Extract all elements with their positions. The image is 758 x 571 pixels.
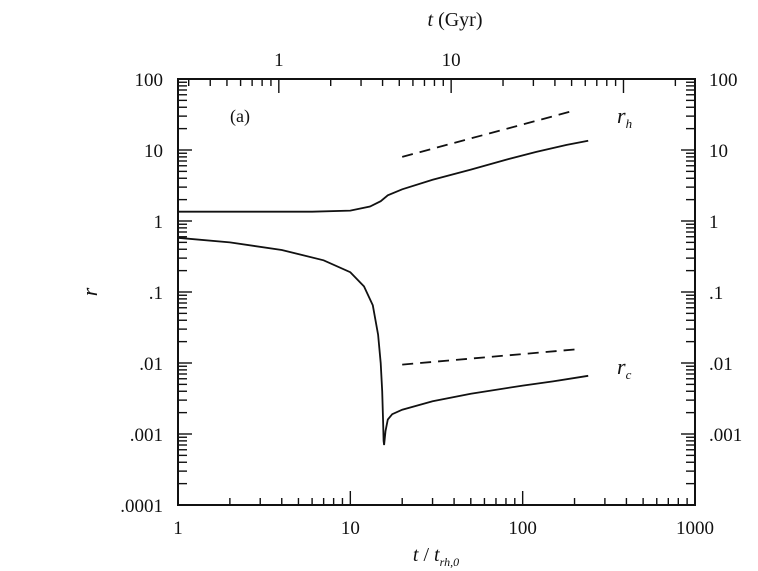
series-label-c: rc <box>617 354 632 382</box>
x-tick-label: 1000 <box>676 518 714 539</box>
top-axis-title: t (Gyr) <box>428 9 483 31</box>
y-right-tick-label: .01 <box>709 354 733 375</box>
labels-layer: 1 10 100 1000 1 10 .0001 .001 .001 .01 .01 .1 .1 1 1 10… <box>120 50 742 539</box>
y-left-tick-label: .1 <box>149 283 163 304</box>
y-right-tick-label: 100 <box>709 70 738 91</box>
y-axis-title: r <box>77 287 102 296</box>
ticks-layer <box>177 79 695 506</box>
series-label-h: rh <box>617 103 632 131</box>
series-r-c <box>177 236 589 446</box>
x-axis-title: t / trh,0 <box>413 544 459 569</box>
y-left-tick-label: .01 <box>139 354 163 375</box>
y-left-tick-label: 100 <box>135 70 164 91</box>
plot-frame <box>177 78 696 506</box>
y-left-tick-label: .001 <box>130 425 163 446</box>
panel-label: (a) <box>230 106 250 127</box>
y-left-tick-label: 1 <box>154 212 164 233</box>
y-right-tick-label: 1 <box>709 212 719 233</box>
top-tick-label: 10 <box>442 50 461 71</box>
y-left-tick-label: 10 <box>144 141 163 162</box>
y-right-tick-label: .001 <box>709 425 742 446</box>
curves-layer <box>177 109 589 446</box>
y-left-tick-label: .0001 <box>120 496 163 517</box>
x-tick-label: 100 <box>508 518 537 539</box>
x-tick-label: 10 <box>341 518 360 539</box>
series-r-h-power-law <box>401 109 575 158</box>
x-tick-label: 1 <box>173 518 183 539</box>
series-r-h <box>178 139 589 213</box>
series-r-c-power-law <box>402 348 575 366</box>
y-right-tick-label: .1 <box>709 283 723 304</box>
top-tick-label: 1 <box>274 50 284 71</box>
y-right-tick-label: 10 <box>709 141 728 162</box>
